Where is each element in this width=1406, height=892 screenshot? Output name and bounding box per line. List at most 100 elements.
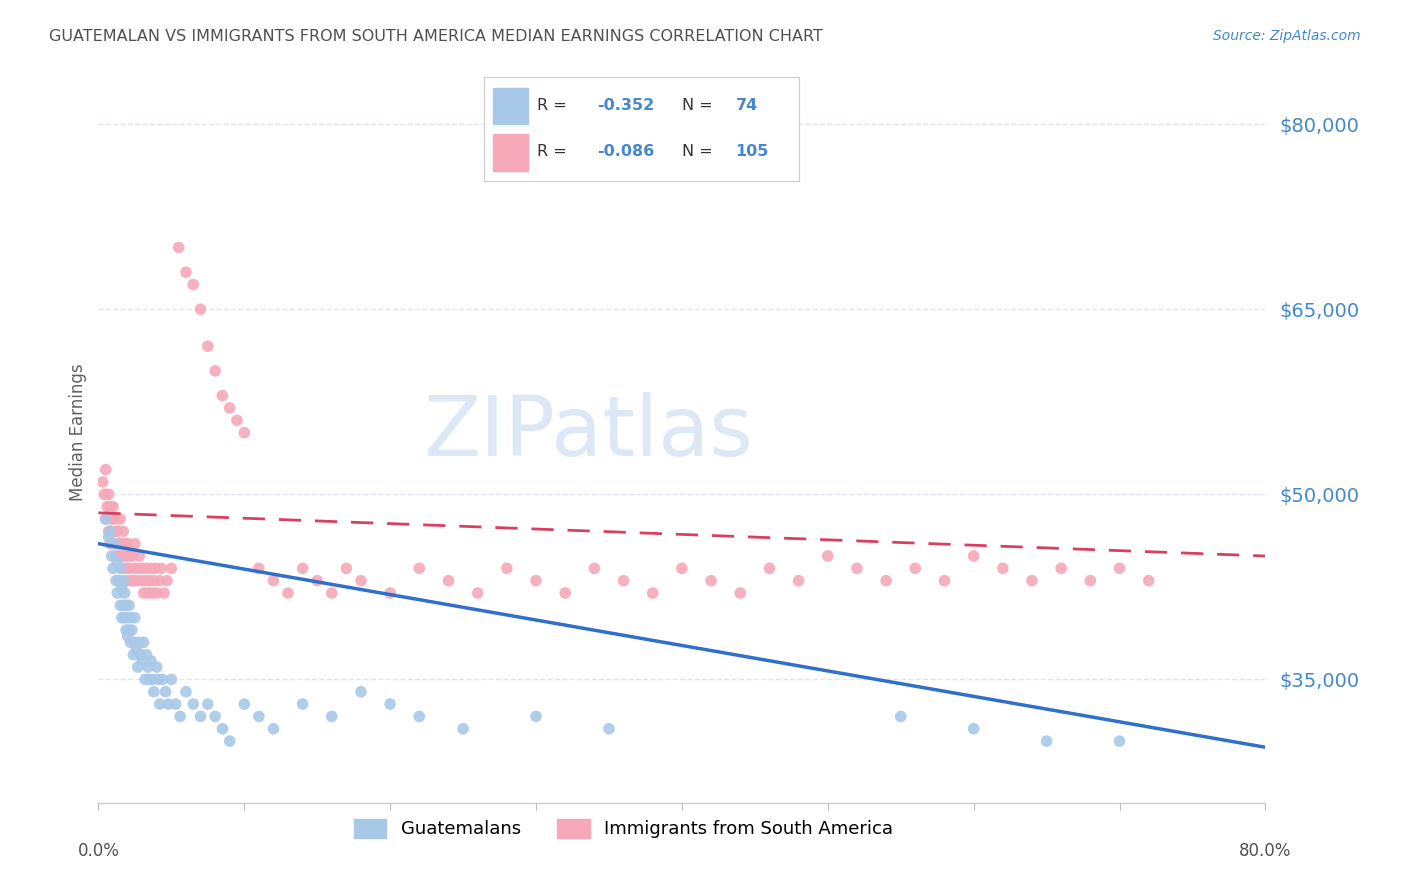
Point xyxy=(167,240,190,254)
Point xyxy=(190,709,212,723)
Point xyxy=(1108,734,1130,748)
Point xyxy=(160,561,183,575)
Point xyxy=(118,549,141,563)
Point xyxy=(149,697,172,711)
Point xyxy=(108,574,131,588)
Point xyxy=(93,487,115,501)
Point xyxy=(120,635,142,649)
Point xyxy=(174,265,197,279)
Legend: Guatemalans, Immigrants from South America: Guatemalans, Immigrants from South Ameri… xyxy=(347,812,900,846)
Point xyxy=(111,580,134,594)
Point xyxy=(114,586,136,600)
Point xyxy=(321,586,343,600)
Point xyxy=(112,524,135,539)
Point xyxy=(96,500,118,514)
Point xyxy=(148,673,170,687)
Point xyxy=(141,673,163,687)
Point xyxy=(1108,561,1130,575)
Point xyxy=(598,722,620,736)
Point xyxy=(218,734,240,748)
Point xyxy=(117,610,139,624)
Point xyxy=(307,574,329,588)
Point xyxy=(105,555,128,569)
Point xyxy=(100,512,122,526)
Point xyxy=(131,561,153,575)
Point xyxy=(143,561,166,575)
Point xyxy=(291,697,314,711)
Point xyxy=(142,574,165,588)
Point xyxy=(247,561,270,575)
Point xyxy=(134,574,156,588)
Point xyxy=(174,685,197,699)
Point xyxy=(437,574,460,588)
Point xyxy=(124,536,146,550)
Point xyxy=(112,549,135,563)
Point xyxy=(110,512,132,526)
Point xyxy=(554,586,576,600)
Point xyxy=(1080,574,1102,588)
Point xyxy=(380,697,402,711)
Point xyxy=(157,697,180,711)
Point xyxy=(671,561,693,575)
Point xyxy=(114,610,136,624)
Point xyxy=(115,599,138,613)
Point xyxy=(129,648,152,662)
Point xyxy=(380,586,402,600)
Point xyxy=(262,722,284,736)
Point xyxy=(94,512,117,526)
Point xyxy=(110,549,132,563)
Point xyxy=(197,339,219,353)
Point xyxy=(197,697,219,711)
Point xyxy=(112,599,135,613)
Point xyxy=(127,660,149,674)
Point xyxy=(132,635,155,649)
Point xyxy=(114,536,136,550)
Point xyxy=(124,610,146,624)
Point xyxy=(846,561,869,575)
Point xyxy=(118,623,141,637)
Point xyxy=(277,586,299,600)
Point xyxy=(101,536,124,550)
Point xyxy=(97,524,120,539)
Point xyxy=(111,561,134,575)
Point xyxy=(121,549,143,563)
Point xyxy=(131,654,153,668)
Point xyxy=(152,673,174,687)
Point xyxy=(181,277,204,292)
Point xyxy=(118,599,141,613)
Point xyxy=(98,500,121,514)
Point xyxy=(127,561,149,575)
Point xyxy=(904,561,927,575)
Point xyxy=(125,574,148,588)
Text: GUATEMALAN VS IMMIGRANTS FROM SOUTH AMERICA MEDIAN EARNINGS CORRELATION CHART: GUATEMALAN VS IMMIGRANTS FROM SOUTH AMER… xyxy=(49,29,823,44)
Point xyxy=(121,623,143,637)
Point xyxy=(134,673,156,687)
Point xyxy=(226,413,249,427)
Point xyxy=(108,536,131,550)
Point xyxy=(204,709,226,723)
Point xyxy=(155,685,177,699)
Point xyxy=(962,722,984,736)
Point xyxy=(115,623,138,637)
Point xyxy=(524,574,547,588)
Text: 0.0%: 0.0% xyxy=(77,842,120,860)
Y-axis label: Median Earnings: Median Earnings xyxy=(69,364,87,501)
Point xyxy=(136,586,159,600)
Point xyxy=(467,586,489,600)
Point xyxy=(1035,734,1057,748)
Point xyxy=(247,709,270,723)
Point xyxy=(91,475,114,489)
Point xyxy=(146,660,169,674)
Point xyxy=(1050,561,1073,575)
Point xyxy=(94,512,117,526)
Text: Source: ZipAtlas.com: Source: ZipAtlas.com xyxy=(1213,29,1361,43)
Point xyxy=(117,536,139,550)
Point xyxy=(730,586,752,600)
Point xyxy=(138,673,160,687)
Point xyxy=(135,648,157,662)
Point xyxy=(104,574,127,588)
Point xyxy=(350,685,373,699)
Point xyxy=(110,561,132,575)
Point xyxy=(991,561,1014,575)
Point xyxy=(105,536,128,550)
